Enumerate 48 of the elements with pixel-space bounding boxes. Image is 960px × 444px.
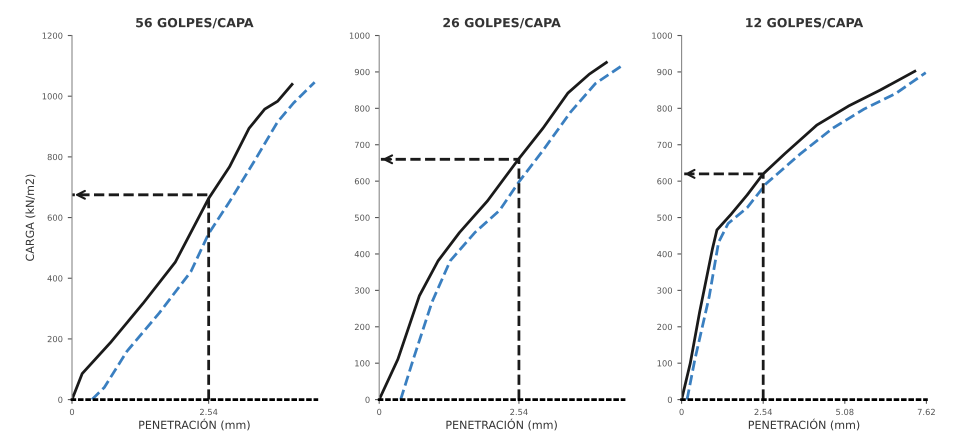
y-tick-label: 300 xyxy=(354,287,370,294)
y-tick-label: 500 xyxy=(354,214,370,221)
y-tick-label: 1000 xyxy=(350,32,370,39)
y-tick-label: 700 xyxy=(354,142,370,148)
y-tick-label: 400 xyxy=(47,275,62,282)
y-tick-label: 200 xyxy=(354,324,370,330)
x-axis-title: PENETRACIÓN (mm) xyxy=(748,418,860,430)
line-series xyxy=(379,61,608,400)
y-tick-label: 200 xyxy=(657,324,672,330)
x-tick-label: 2.54 xyxy=(754,408,772,416)
y-tick-label: 600 xyxy=(657,178,672,184)
x-tick-label: 5.08 xyxy=(836,408,854,416)
line-series xyxy=(72,82,294,400)
y-tick-label: 600 xyxy=(48,214,62,221)
chart-title: 56 GOLPES/CAPA xyxy=(136,18,254,28)
x-tick-label: 0 xyxy=(70,408,74,416)
line-series xyxy=(90,80,316,400)
x-tick-label: 0 xyxy=(680,408,684,416)
y-tick-label: 900 xyxy=(657,68,672,76)
x-axis-title: PENETRACIÓN (mm) xyxy=(446,418,557,430)
y-tick-label: 1000 xyxy=(42,93,62,100)
x-axis-title: PENETRACIÓN (mm) xyxy=(139,418,250,430)
y-tick-label: 800 xyxy=(48,154,62,160)
y-axis-title: CARGA (kN/m2) xyxy=(25,174,36,261)
x-tick-label: 7.62 xyxy=(918,408,935,416)
y-tick-label: 1000 xyxy=(652,32,672,39)
y-tick-label: 200 xyxy=(48,336,62,342)
x-tick-label: 2.54 xyxy=(200,408,218,416)
y-tick-label: 100 xyxy=(355,360,370,366)
y-tick-label: 800 xyxy=(354,105,370,112)
y-tick-label: 500 xyxy=(657,214,672,221)
y-tick-label: 600 xyxy=(354,178,370,184)
y-tick-label: 1200 xyxy=(42,32,62,39)
y-tick-label: 900 xyxy=(354,68,370,76)
y-tick-label: 0 xyxy=(365,396,370,403)
x-tick-label: 2.54 xyxy=(510,408,528,416)
y-tick-label: 400 xyxy=(657,250,672,258)
y-tick-label: 0 xyxy=(668,396,672,403)
y-tick-label: 0 xyxy=(58,396,62,403)
line-series xyxy=(399,63,624,400)
chart-title: 26 GOLPES/CAPA xyxy=(443,18,561,28)
chart-title: 12 GOLPES/CAPA xyxy=(746,18,864,28)
y-tick-label: 100 xyxy=(658,360,672,366)
y-tick-label: 800 xyxy=(657,105,672,112)
y-tick-label: 400 xyxy=(354,250,370,258)
y-tick-label: 700 xyxy=(657,142,672,148)
x-tick-label: 0 xyxy=(377,408,382,416)
y-tick-label: 300 xyxy=(657,287,672,294)
